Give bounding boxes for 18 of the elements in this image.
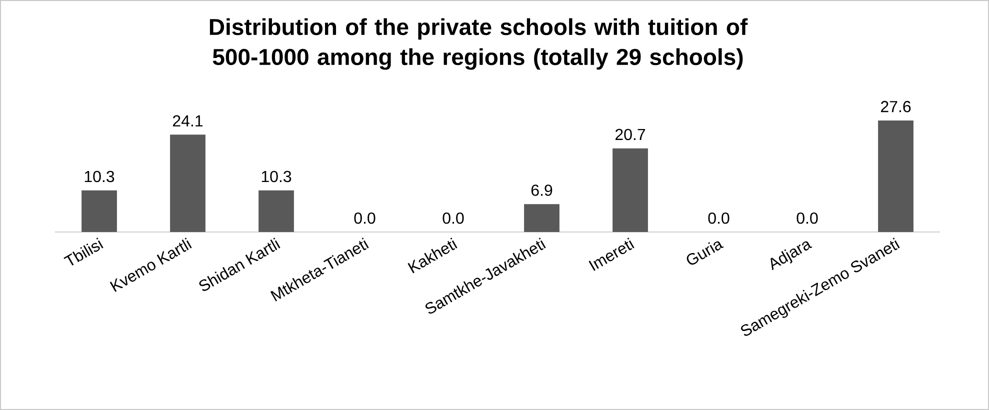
data-label: 0.0 (354, 212, 376, 224)
data-label: 0.0 (796, 212, 818, 224)
bar (524, 204, 560, 232)
data-label: 27.6 (881, 100, 911, 112)
data-label: 20.7 (616, 128, 646, 140)
data-label: 0.0 (708, 212, 730, 224)
bar (878, 120, 914, 232)
chart-title: Distribution of the private schools with tuition of 500-1000 among the regions (totally 29 schools) (210, 18, 748, 70)
bar (612, 148, 648, 232)
bar (82, 190, 117, 232)
data-label: 24.1 (172, 115, 203, 126)
data-label: 10.3 (262, 170, 292, 182)
bar (170, 134, 206, 232)
x-tick-label: Guria (686, 241, 724, 265)
data-label: 10.3 (84, 170, 114, 182)
bar (258, 190, 294, 232)
data-label: 6.9 (531, 184, 552, 196)
data-label: 0.0 (442, 212, 464, 224)
